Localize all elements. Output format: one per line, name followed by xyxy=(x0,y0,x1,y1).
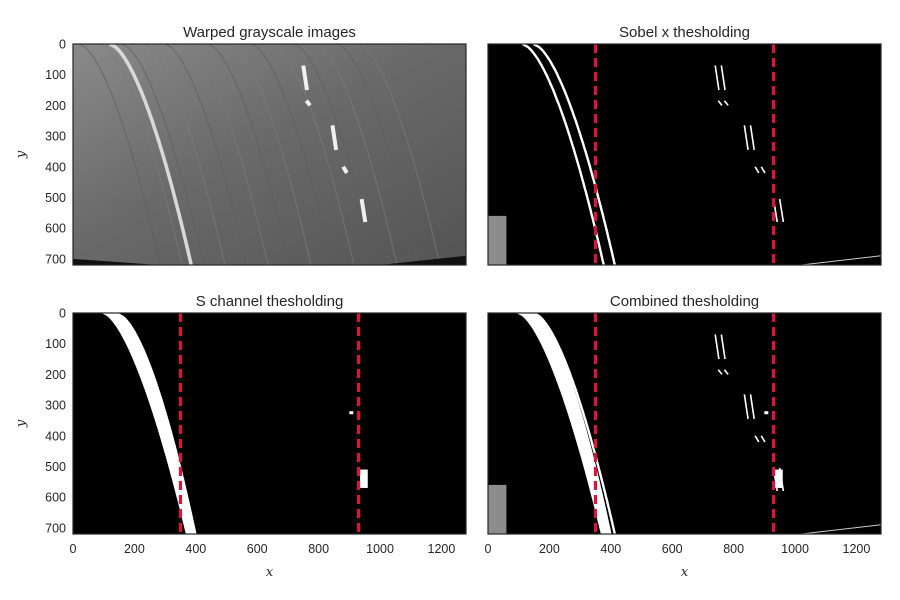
x-tick-label: 1000 xyxy=(366,542,394,556)
road-texture-line xyxy=(121,44,205,265)
noise-bottom xyxy=(801,255,881,265)
left-lane-fill xyxy=(101,313,197,534)
noise-bottom xyxy=(801,524,881,534)
x-tick-label: 400 xyxy=(185,542,206,556)
right-lane-edge xyxy=(743,125,749,151)
y-tick-label: 300 xyxy=(45,399,66,413)
noise-left xyxy=(488,215,507,265)
right-lane-dash xyxy=(359,198,368,223)
panel-2-image xyxy=(488,44,881,265)
y-tick-label: 100 xyxy=(45,68,66,82)
axes-frame xyxy=(487,312,882,535)
x-axis-label: x xyxy=(266,565,274,580)
road-texture-line xyxy=(272,44,355,265)
y-tick-label: 0 xyxy=(59,307,66,321)
panel-title: Sobel x thesholding xyxy=(619,24,750,41)
right-lane-dash xyxy=(330,125,339,151)
x-tick-label: 0 xyxy=(485,542,492,556)
y-tick-label: 200 xyxy=(45,368,66,382)
right-lane-edge xyxy=(754,435,760,443)
right-lane-edge xyxy=(717,369,723,375)
right-lane-edge xyxy=(743,394,749,420)
x-tick-label: 600 xyxy=(662,542,683,556)
y-tick-label: 700 xyxy=(45,252,66,266)
x-tick-label: 800 xyxy=(723,542,744,556)
y-tick-label: 700 xyxy=(45,521,66,535)
y-tick-label: 400 xyxy=(45,429,66,443)
x-tick-label: 0 xyxy=(70,542,77,556)
road-texture-line xyxy=(358,44,441,265)
right-lane-edge xyxy=(778,198,785,223)
road-texture-line xyxy=(336,44,419,265)
warp-corner-left xyxy=(73,258,159,265)
right-lane-edge xyxy=(749,394,755,420)
right-lane-edge xyxy=(717,100,723,106)
road-texture-line xyxy=(293,44,376,265)
y-tick-label: 500 xyxy=(45,191,66,205)
left-lane-fill xyxy=(516,313,612,534)
panel-title: S channel thesholding xyxy=(196,293,344,310)
road-texture-line xyxy=(186,44,269,265)
noise-speck xyxy=(349,411,354,415)
road-texture-line xyxy=(207,44,291,265)
right-lane-edge xyxy=(720,334,726,360)
x-tick-label: 200 xyxy=(124,542,145,556)
y-tick-label: 600 xyxy=(45,491,66,505)
right-lane-edge xyxy=(754,166,760,174)
right-lane-edge xyxy=(749,125,755,151)
left-lane-edge xyxy=(532,313,616,534)
y-tick-label: 100 xyxy=(45,337,66,351)
right-lane-fill xyxy=(775,469,783,488)
x-tick-label: 200 xyxy=(539,542,560,556)
right-lane-dash xyxy=(301,65,309,91)
x-tick-label: 400 xyxy=(600,542,621,556)
left-lane-line xyxy=(108,44,193,265)
road-texture-line xyxy=(100,44,183,265)
right-lane-edge xyxy=(723,100,729,106)
road-texture-line xyxy=(164,44,248,265)
noise-speck xyxy=(764,411,769,415)
right-lane-edge xyxy=(714,334,720,360)
right-lane-edge xyxy=(720,65,726,91)
right-lane-edge xyxy=(714,65,720,91)
warp-corner-right xyxy=(380,255,466,265)
y-tick-label: 500 xyxy=(45,460,66,474)
noise-left xyxy=(488,484,507,534)
x-tick-label: 800 xyxy=(308,542,329,556)
x-axis-label: x xyxy=(681,565,689,580)
y-tick-label: 600 xyxy=(45,222,66,236)
y-axis-label: y xyxy=(14,150,29,159)
left-lane-edge xyxy=(532,44,616,265)
road-texture-line xyxy=(250,44,333,265)
axes-frame xyxy=(72,43,467,266)
y-axis-label: y xyxy=(14,419,29,428)
right-lane-fill xyxy=(360,469,368,488)
panel-3-image xyxy=(73,313,466,534)
x-tick-label: 1200 xyxy=(843,542,871,556)
x-tick-label: 600 xyxy=(247,542,268,556)
panel-title: Combined thesholding xyxy=(610,293,759,310)
binary-background xyxy=(488,44,881,265)
right-lane-edge xyxy=(760,166,766,174)
y-tick-label: 300 xyxy=(45,130,66,144)
right-lane-edge xyxy=(760,435,766,443)
y-tick-label: 0 xyxy=(59,38,66,52)
right-lane-edge xyxy=(723,369,729,375)
panel-title: Warped grayscale images xyxy=(183,24,356,41)
y-tick-label: 200 xyxy=(45,99,66,113)
axes-frame xyxy=(487,43,882,266)
right-lane-dash xyxy=(341,165,349,174)
axes-frame xyxy=(72,312,467,535)
panel-1-image xyxy=(73,44,466,265)
road-texture-line xyxy=(78,44,162,265)
x-tick-label: 1200 xyxy=(428,542,456,556)
road-texture-line xyxy=(315,44,398,265)
y-tick-label: 400 xyxy=(45,160,66,174)
road-texture-line xyxy=(143,44,226,265)
right-lane-dash xyxy=(304,99,312,107)
road-texture-line xyxy=(229,44,312,265)
x-tick-label: 1000 xyxy=(781,542,809,556)
panel-4-image xyxy=(488,313,881,534)
